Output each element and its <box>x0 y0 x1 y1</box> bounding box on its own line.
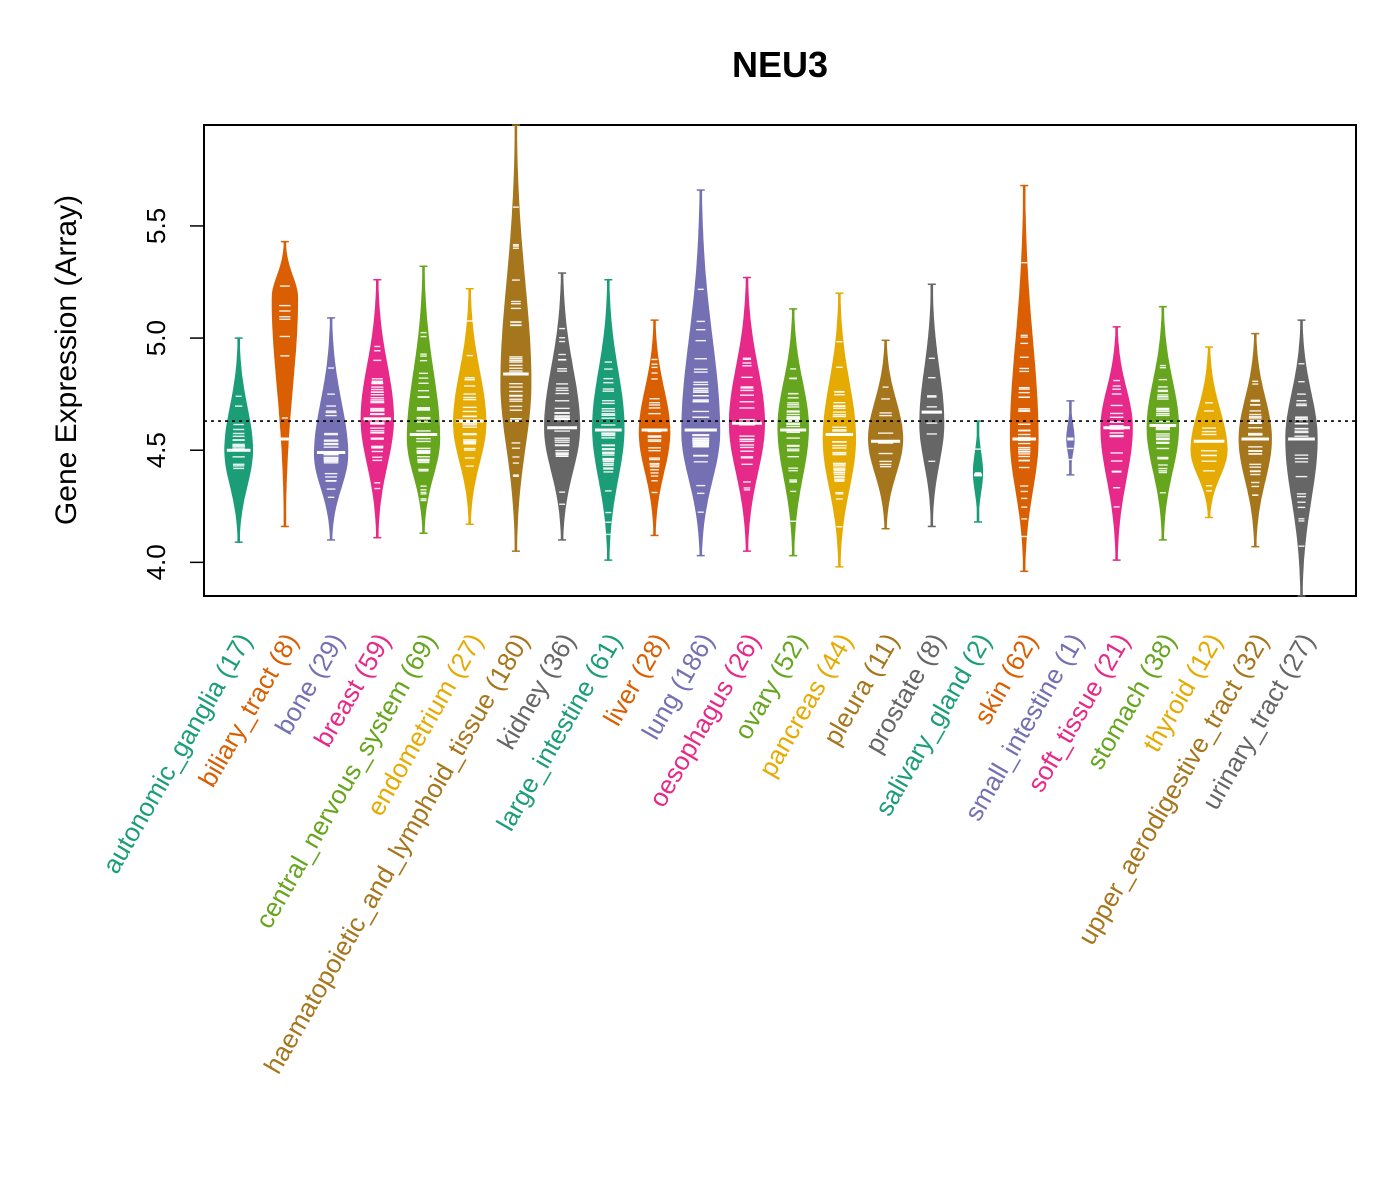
violin-group-haematopoietic-and-lymphoid-tissue <box>500 124 532 552</box>
violin-body <box>1009 185 1039 572</box>
violin-body <box>1146 306 1180 541</box>
plot-area <box>203 124 1357 597</box>
violin-group-endometrium <box>452 287 487 525</box>
violin-group-urinary-tract <box>1285 319 1318 597</box>
violin-body <box>868 339 904 530</box>
violin-body <box>1100 326 1133 561</box>
y-tick-label: 5.5 <box>141 208 171 244</box>
y-axis-label: Gene Expression (Array) <box>50 195 83 525</box>
violin-group-soft-tissue <box>1100 326 1133 561</box>
violin-group-prostate <box>919 283 945 528</box>
violin-body <box>271 241 299 527</box>
violin-body <box>313 317 349 541</box>
violin-group-ovary <box>777 308 809 557</box>
y-tick-label: 4.5 <box>141 432 171 468</box>
violin-body <box>919 283 945 527</box>
x-axis-labels: autonomic_ganglia (17)biliary_tract (8)b… <box>96 628 1321 1079</box>
violin-body <box>500 124 532 552</box>
violin-group-central-nervous-system <box>406 265 441 534</box>
violin-group-breast <box>360 279 395 539</box>
violin-body <box>638 319 671 536</box>
violin-group-autonomic-ganglia <box>224 337 253 543</box>
y-axis: 4.0 4.5 5.0 5.5 <box>141 208 205 580</box>
violin-group-lung <box>681 189 721 557</box>
violin-body <box>728 277 765 552</box>
violin-group-skin <box>1009 184 1039 573</box>
violin-group-bone <box>313 317 349 541</box>
violin-group-small-intestine <box>1066 400 1075 476</box>
violin-body <box>972 420 984 523</box>
violin-group-thyroid <box>1190 346 1228 519</box>
violin-group-salivary-gland <box>972 420 984 523</box>
y-tick-label: 5.0 <box>141 320 171 356</box>
violin-body <box>406 265 441 534</box>
violin-group-large-intestine <box>592 279 625 561</box>
violin-group-pleura <box>868 339 904 530</box>
violin-group-oesophagus <box>728 276 765 552</box>
violin-group-upper-aerodigestive-tract <box>1238 332 1272 548</box>
violin-body <box>452 288 487 525</box>
violin-group-pancreas <box>822 292 857 568</box>
violin-group-liver <box>638 319 671 537</box>
violin-group-biliary-tract <box>271 240 299 528</box>
violin-group-stomach <box>1146 305 1180 541</box>
chart-title: NEU3 <box>732 44 828 85</box>
y-tick-label: 4.0 <box>141 544 171 580</box>
violin-body <box>681 189 721 557</box>
violin-group-kidney <box>544 272 581 541</box>
violin-body <box>544 272 581 541</box>
violin-body <box>592 279 625 561</box>
